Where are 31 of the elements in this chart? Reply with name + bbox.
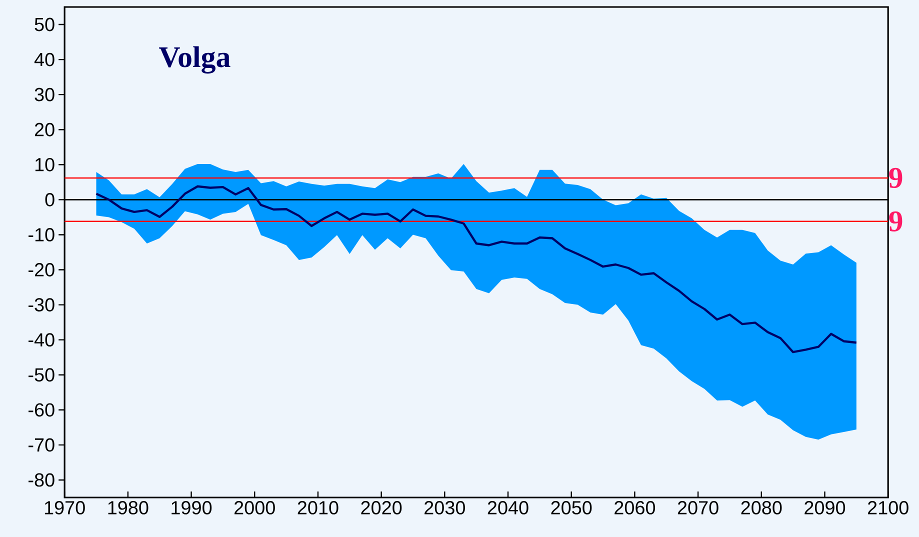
annotation: 9 [889, 168, 902, 188]
x-tick-label: 1990 [172, 500, 212, 514]
x-tick-label: 2060 [614, 500, 656, 514]
x-tick-label: 2090 [804, 500, 846, 514]
y-tick-label: -10 [28, 228, 54, 242]
x-tick-label: 2020 [361, 500, 402, 514]
y-tick-label: 20 [34, 122, 54, 136]
y-tick-label: -30 [28, 298, 54, 312]
y-tick-label: 50 [34, 18, 54, 32]
annotation: 9 [889, 211, 902, 232]
x-tick-label: 2000 [234, 500, 275, 514]
x-tick-label: 1980 [108, 500, 148, 514]
x-tick-label: 2010 [298, 500, 338, 514]
y-tick-label: -20 [28, 262, 54, 276]
y-tick-label: -50 [28, 368, 54, 382]
x-tick-label: 2080 [741, 500, 782, 514]
y-tick-label: -40 [28, 332, 54, 346]
x-tick-label: 2070 [678, 500, 718, 514]
y-tick-label: 10 [35, 158, 54, 172]
text: Volga [159, 46, 230, 74]
x-tick-label: 2030 [424, 500, 465, 514]
y-tick-label: -80 [28, 473, 54, 486]
x-tick-label: 1970 [44, 500, 85, 514]
y-tick-label: 40 [34, 52, 54, 66]
x-tick-label: 2050 [551, 500, 592, 514]
y-tick-label: -70 [28, 438, 54, 452]
y-tick-label: -60 [28, 403, 54, 416]
x-tick-label: 2040 [488, 500, 528, 514]
y-tick-label: 0 [45, 192, 54, 206]
x-tick-label: 2100 [868, 500, 908, 514]
y-tick-label: 30 [34, 88, 54, 102]
